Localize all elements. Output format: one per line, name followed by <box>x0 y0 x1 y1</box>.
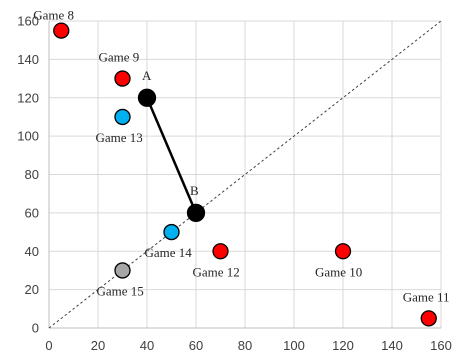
point-label: Game 15 <box>97 283 144 298</box>
y-tick-label: 60 <box>25 205 39 220</box>
point-label: Game 14 <box>145 245 193 260</box>
x-tick-label: 160 <box>430 338 452 353</box>
point-label: Game 12 <box>193 264 240 279</box>
connector-lines <box>48 20 442 329</box>
y-tick-label: 140 <box>17 52 39 67</box>
point-label: A <box>142 68 152 83</box>
x-tick-label: 80 <box>238 338 252 353</box>
x-tick-label: 140 <box>381 338 403 353</box>
point-label: B <box>190 183 199 198</box>
y-tick-label: 160 <box>17 14 39 29</box>
tick-labels: 0 20 40 60 80 100 120 140 160 0 20 40 60 80 100 120 140 1… <box>17 14 452 354</box>
y-tick-label: 120 <box>17 90 39 105</box>
point-game-14 <box>163 223 180 241</box>
y-tick-label: 0 <box>32 321 39 336</box>
data-points <box>53 22 437 327</box>
point-game-15 <box>114 262 131 279</box>
point-game-13 <box>114 108 131 126</box>
point-label: Game 8 <box>33 8 74 23</box>
point-label: Game 9 <box>99 50 140 65</box>
gridlines <box>49 20 442 328</box>
point-label: Game 13 <box>96 130 143 145</box>
point-label: Game 11 <box>403 289 450 304</box>
x-tick-label: 60 <box>189 338 203 353</box>
x-tick-label: 120 <box>332 338 354 353</box>
point-game-9 <box>114 70 131 87</box>
y-tick-label: 20 <box>25 282 39 297</box>
x-tick-label: 0 <box>45 338 52 353</box>
point-a <box>137 88 157 107</box>
point-game-12 <box>212 243 229 260</box>
y-tick-label: 80 <box>25 167 39 182</box>
x-tick-label: 100 <box>283 338 305 353</box>
point-b <box>186 203 206 223</box>
y-tick-label: 100 <box>17 129 39 144</box>
axes <box>48 21 441 329</box>
point-game-10 <box>334 243 352 260</box>
segment-A-B <box>145 97 198 214</box>
x-tick-label: 20 <box>91 338 105 353</box>
x-tick-label: 40 <box>140 338 154 353</box>
point-game-8 <box>53 22 70 39</box>
point-label: Game 10 <box>315 264 362 279</box>
point-game-11 <box>420 310 437 327</box>
y-tick-label: 40 <box>25 244 39 259</box>
